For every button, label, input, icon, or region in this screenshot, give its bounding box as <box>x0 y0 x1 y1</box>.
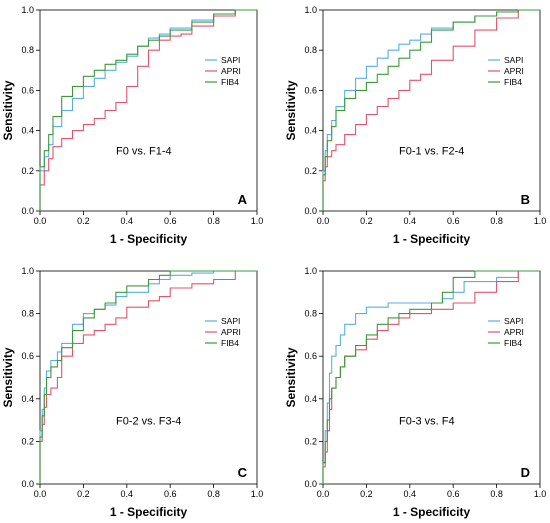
x-tick-label: 0.4 <box>404 489 417 499</box>
y-tick-label: 0.6 <box>21 351 34 361</box>
legend-label-sapi: SAPI <box>504 55 523 65</box>
panel-letter: C <box>238 465 248 480</box>
y-tick-label: 0.2 <box>21 436 34 446</box>
x-tick-label: 0.6 <box>447 489 460 499</box>
x-tick-label: 0.4 <box>121 216 134 226</box>
y-tick-label: 0.0 <box>304 206 317 216</box>
x-tick-label: 0.0 <box>34 489 47 499</box>
y-tick-label: 0.0 <box>21 206 34 216</box>
x-axis-title: 1 - Specificity <box>110 505 188 519</box>
legend-label-fib4: FIB4 <box>504 338 522 348</box>
x-tick-label: 0.2 <box>360 489 373 499</box>
panel-d: 0.00.0 0.2 0.2 0.4 0.4 0.6 0.6 0.8 0.8 1.0 1.0 1 - … <box>284 266 546 519</box>
legend-label-sapi: SAPI <box>504 316 523 326</box>
legend-label-apri: APRI <box>504 66 524 76</box>
legend-label-sapi: SAPI <box>221 316 240 326</box>
y-tick-label: 0.8 <box>304 309 317 319</box>
plot-frame <box>39 270 258 485</box>
x-tick-label: 0.8 <box>490 489 503 499</box>
y-tick-label: 0.8 <box>21 309 34 319</box>
roc-line-sapi <box>322 270 540 484</box>
panel-comparison-title: F0-1 vs. F2-4 <box>399 146 464 158</box>
y-tick-label: 0.4 <box>304 126 317 136</box>
roc-line-fib4 <box>322 270 540 484</box>
roc-line-apri <box>39 9 257 211</box>
x-tick-label: 1.0 <box>251 489 264 499</box>
y-tick-label: 0.8 <box>21 45 34 55</box>
x-tick-label: 0.0 <box>317 489 330 499</box>
roc-line-fib4 <box>39 9 257 211</box>
panel-b: 0.00.0 0.2 0.2 0.4 0.4 0.6 0.6 0.8 0.8 1.0 1.0 1 - … <box>284 5 546 246</box>
y-tick-label: 0.6 <box>304 351 317 361</box>
panel-a: 0.00.0 0.2 0.2 0.4 0.4 0.6 0.6 0.8 0.8 1.0 1.0 1 - … <box>1 5 263 246</box>
y-tick-label: 0.4 <box>21 394 34 404</box>
y-tick-label: 0.4 <box>21 126 34 136</box>
x-tick-label: 0.0 <box>317 216 330 226</box>
panel-comparison-title: F0-2 vs. F3-4 <box>116 415 181 427</box>
y-tick-label: 0.8 <box>304 45 317 55</box>
panel-letter: A <box>238 192 248 207</box>
y-tick-label: 0.2 <box>304 436 317 446</box>
legend-label-apri: APRI <box>504 327 524 337</box>
y-axis-title: Sensitivity <box>284 347 298 407</box>
y-tick-label: 1.0 <box>304 5 317 15</box>
legend-label-sapi: SAPI <box>221 55 240 65</box>
panel-letter: B <box>521 192 530 207</box>
panel-letter: D <box>521 465 530 480</box>
y-tick-label: 0.6 <box>21 85 34 95</box>
roc-line-fib4 <box>322 9 540 211</box>
y-tick-label: 0.0 <box>21 479 34 489</box>
panel-c: 0.00.0 0.2 0.2 0.4 0.4 0.6 0.6 0.8 0.8 1.0 1.0 1 - … <box>1 266 263 519</box>
y-tick-label: 0.4 <box>304 394 317 404</box>
plot-frame <box>322 270 541 485</box>
y-tick-label: 0.2 <box>21 166 34 176</box>
x-tick-label: 0.6 <box>164 489 177 499</box>
roc-line-apri <box>322 9 540 211</box>
x-tick-label: 1.0 <box>251 216 264 226</box>
x-axis-title: 1 - Specificity <box>110 232 188 246</box>
x-tick-label: 0.2 <box>77 489 90 499</box>
roc-line-apri <box>39 270 257 484</box>
y-tick-label: 0.2 <box>304 166 317 176</box>
y-axis-title: Sensitivity <box>1 347 15 407</box>
y-axis-title: Sensitivity <box>1 80 15 140</box>
legend-label-apri: APRI <box>221 327 241 337</box>
x-tick-label: 0.0 <box>34 216 47 226</box>
x-tick-label: 0.2 <box>360 216 373 226</box>
x-tick-label: 0.8 <box>207 489 220 499</box>
plot-frame <box>39 9 258 212</box>
x-tick-label: 0.8 <box>490 216 503 226</box>
panel-comparison-title: F0 vs. F1-4 <box>116 146 172 158</box>
x-axis-title: 1 - Specificity <box>393 232 471 246</box>
y-tick-label: 0.0 <box>304 479 317 489</box>
roc-line-fib4 <box>39 270 257 484</box>
x-tick-label: 1.0 <box>534 489 547 499</box>
x-tick-label: 0.8 <box>207 216 220 226</box>
plot-frame <box>322 9 541 212</box>
y-tick-label: 0.6 <box>304 85 317 95</box>
legend-label-fib4: FIB4 <box>221 338 239 348</box>
legend-label-fib4: FIB4 <box>504 77 522 87</box>
legend-label-apri: APRI <box>221 66 241 76</box>
x-axis-title: 1 - Specificity <box>393 505 471 519</box>
x-tick-label: 0.4 <box>121 489 134 499</box>
x-tick-label: 0.4 <box>404 216 417 226</box>
y-tick-label: 1.0 <box>21 5 34 15</box>
x-tick-label: 0.6 <box>447 216 460 226</box>
x-tick-label: 1.0 <box>534 216 547 226</box>
y-tick-label: 1.0 <box>304 266 317 276</box>
legend-label-fib4: FIB4 <box>221 77 239 87</box>
panel-comparison-title: F0-3 vs. F4 <box>399 415 455 427</box>
y-axis-title: Sensitivity <box>284 80 298 140</box>
y-tick-label: 1.0 <box>21 266 34 276</box>
x-tick-label: 0.6 <box>164 216 177 226</box>
x-tick-label: 0.2 <box>77 216 90 226</box>
